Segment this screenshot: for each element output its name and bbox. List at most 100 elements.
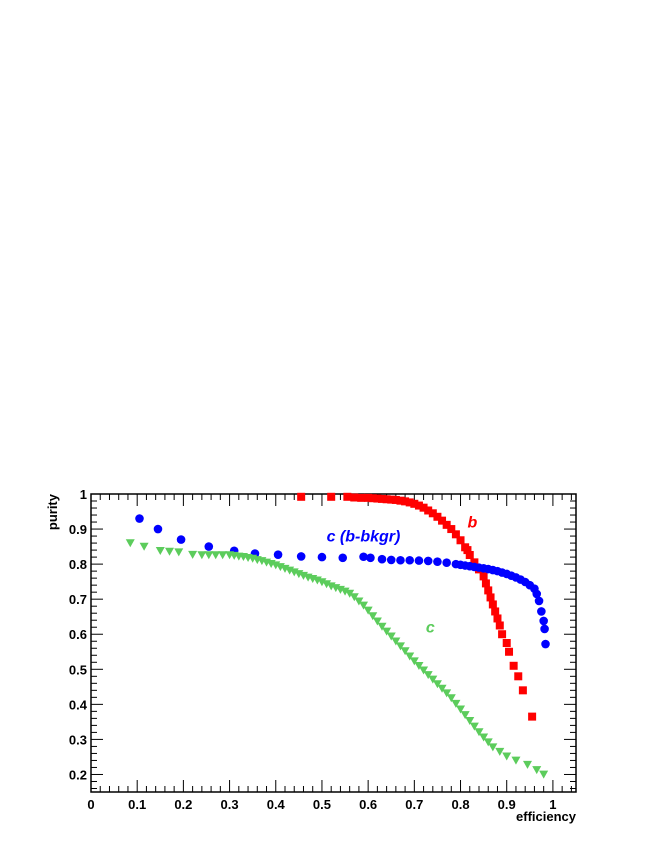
y-tick-label: 1 bbox=[80, 487, 87, 502]
data-point-square bbox=[481, 579, 490, 588]
data-point-triangle bbox=[442, 689, 452, 698]
data-point-triangle bbox=[211, 551, 221, 560]
data-point-triangle bbox=[382, 627, 392, 636]
data-point-triangle bbox=[488, 743, 498, 752]
data-point-square bbox=[505, 647, 514, 656]
data-point-triangle bbox=[400, 647, 410, 656]
data-point-triangle bbox=[428, 675, 438, 684]
data-point-circle bbox=[273, 550, 283, 559]
data-point-square bbox=[424, 506, 433, 515]
data-point-triangle bbox=[197, 551, 207, 560]
data-point-triangle bbox=[377, 622, 387, 631]
data-point-triangle bbox=[451, 699, 461, 708]
data-point-square bbox=[495, 621, 504, 630]
data-point-circle bbox=[396, 555, 405, 565]
data-point-triangle bbox=[395, 642, 405, 651]
y-axis-title: purity bbox=[45, 493, 60, 530]
y-tick-label: 0.5 bbox=[69, 662, 87, 677]
data-point-circle bbox=[414, 556, 424, 565]
data-point-triangle bbox=[419, 666, 429, 675]
data-point-triangle bbox=[354, 597, 364, 606]
x-axis-title: efficiency bbox=[516, 809, 577, 824]
x-tick-label: 0.4 bbox=[267, 797, 286, 812]
data-point-triangle bbox=[349, 593, 359, 602]
data-point-circle bbox=[386, 555, 396, 565]
data-point-square bbox=[433, 512, 442, 521]
data-point-circle bbox=[423, 556, 433, 566]
data-point-square bbox=[470, 558, 479, 567]
data-point-circle bbox=[317, 552, 327, 562]
data-point-triangle bbox=[502, 752, 512, 761]
data-point-triangle bbox=[523, 760, 532, 769]
x-tick-label: 0.8 bbox=[451, 797, 469, 812]
data-point-square bbox=[502, 639, 511, 647]
data-point-triangle bbox=[511, 756, 521, 765]
data-markers bbox=[125, 492, 550, 779]
data-point-square bbox=[428, 509, 437, 518]
data-point-square bbox=[528, 712, 537, 721]
data-point-triangle bbox=[368, 612, 378, 621]
data-point-triangle bbox=[469, 722, 479, 731]
y-tick-label: 0.2 bbox=[69, 767, 87, 782]
data-point-square bbox=[327, 492, 336, 501]
data-point-square bbox=[343, 492, 352, 501]
data-point-triangle bbox=[446, 694, 456, 703]
data-point-triangle bbox=[474, 728, 484, 737]
x-tick-label: 0.1 bbox=[128, 797, 146, 812]
annotation-label: b bbox=[467, 514, 477, 531]
data-point-triangle bbox=[125, 539, 135, 548]
data-point-square bbox=[451, 530, 460, 539]
data-point-triangle bbox=[155, 546, 165, 555]
data-point-square bbox=[463, 546, 472, 555]
data-point-triangle bbox=[218, 551, 228, 560]
data-point-triangle bbox=[372, 617, 382, 626]
x-tick-label: 0.3 bbox=[221, 797, 239, 812]
data-point-square bbox=[493, 614, 502, 623]
data-point-triangle bbox=[188, 550, 198, 559]
data-point-square bbox=[491, 607, 500, 616]
data-point-circle bbox=[405, 555, 415, 565]
data-point-triangle bbox=[359, 601, 369, 610]
data-point-circle bbox=[541, 639, 550, 649]
data-point-circle bbox=[359, 552, 368, 562]
data-point-circle bbox=[338, 553, 348, 563]
y-tick-label: 0.3 bbox=[69, 732, 87, 747]
data-point-square bbox=[486, 593, 495, 602]
data-point-square bbox=[509, 661, 518, 670]
data-point-triangle bbox=[345, 589, 355, 598]
data-point-triangle bbox=[386, 632, 396, 641]
data-point-circle bbox=[532, 589, 542, 599]
data-point-square bbox=[382, 495, 391, 504]
x-tick-label: 0 bbox=[87, 797, 94, 812]
data-point-square bbox=[465, 551, 474, 560]
data-point-square bbox=[514, 672, 523, 681]
data-point-square bbox=[447, 525, 456, 534]
x-tick-label: 0.9 bbox=[498, 797, 516, 812]
data-point-square bbox=[297, 492, 306, 501]
data-point-square bbox=[378, 494, 386, 503]
data-point-circle bbox=[377, 554, 387, 564]
data-point-triangle bbox=[456, 705, 466, 714]
data-point-square bbox=[364, 493, 373, 502]
data-point-square bbox=[456, 536, 465, 545]
data-point-triangle bbox=[423, 671, 433, 680]
annotation-label: c (b-bkgr) bbox=[327, 528, 401, 545]
data-point-square bbox=[350, 493, 359, 502]
data-point-circle bbox=[176, 535, 186, 544]
data-point-circle bbox=[442, 558, 451, 568]
data-point-triangle bbox=[317, 578, 327, 587]
data-point-square bbox=[387, 495, 396, 504]
data-point-square bbox=[484, 586, 493, 595]
data-point-triangle bbox=[460, 711, 470, 720]
data-point-triangle bbox=[340, 587, 350, 596]
data-point-triangle bbox=[174, 548, 184, 557]
y-tick-label: 0.4 bbox=[69, 697, 88, 712]
data-point-square bbox=[438, 516, 447, 525]
data-point-square bbox=[414, 501, 423, 510]
data-point-triangle bbox=[532, 766, 542, 775]
data-point-triangle bbox=[405, 652, 415, 661]
y-tick-label: 0.6 bbox=[69, 627, 87, 642]
data-point-circle bbox=[204, 542, 214, 551]
data-point-triangle bbox=[139, 542, 149, 551]
data-point-triangle bbox=[539, 770, 549, 779]
